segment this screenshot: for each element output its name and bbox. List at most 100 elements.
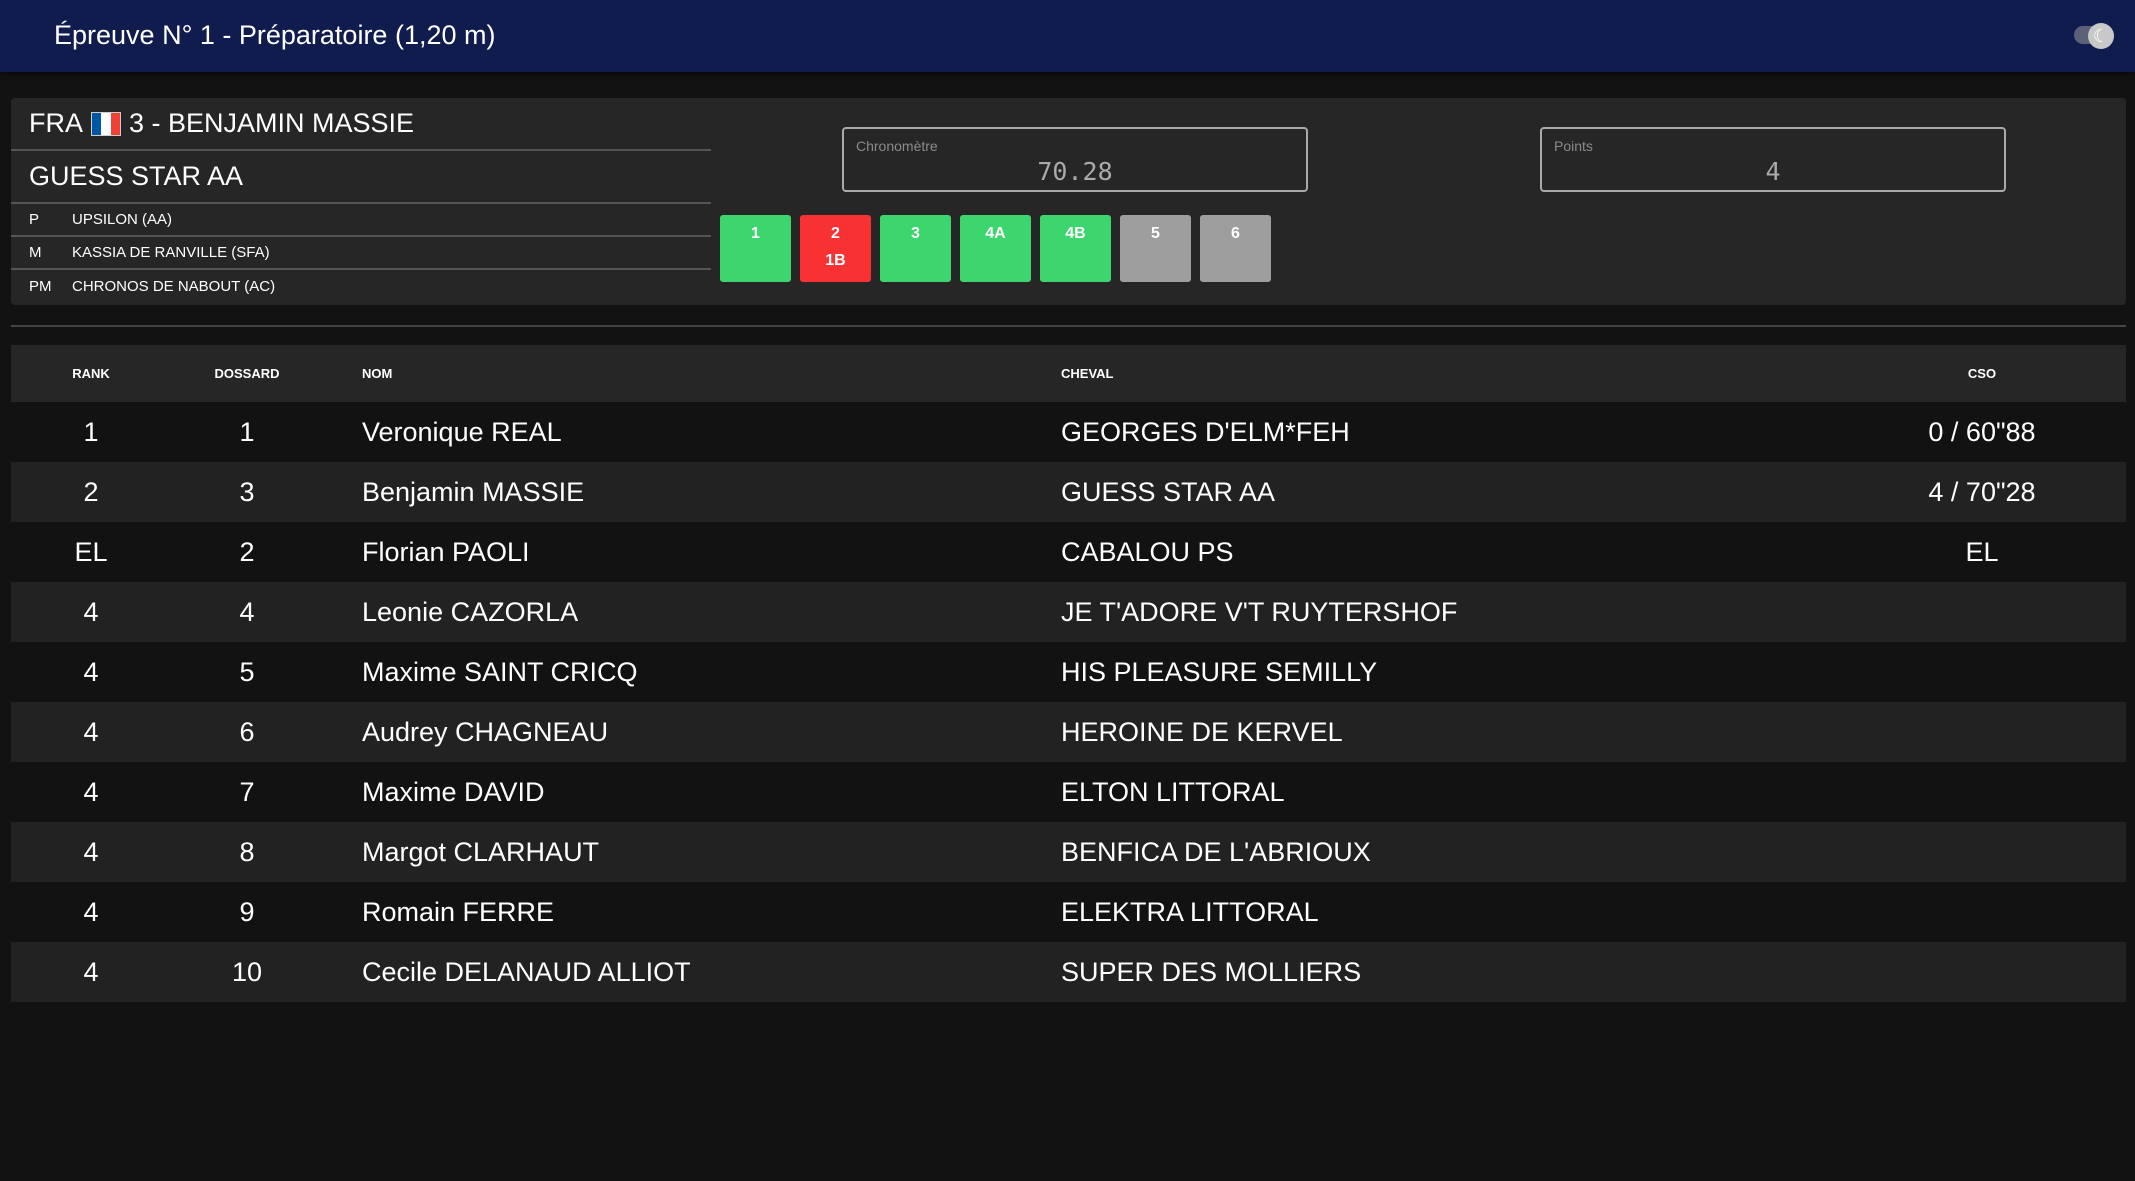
cell-cheval: JE T'ADORE V'T RUYTERSHOF: [1061, 596, 1458, 627]
cell-cheval: ELEKTRA LITTORAL: [1061, 896, 1319, 927]
points-value: 4: [1765, 157, 1781, 186]
cell-rank: 4: [83, 596, 99, 627]
cell-cheval: HIS PLEASURE SEMILLY: [1061, 656, 1378, 687]
chrono-field[interactable]: Chronomètre 70.28: [842, 127, 1308, 192]
horse-row: GUESS STAR AA: [11, 151, 711, 204]
pedigree-value: CHRONOS DE NABOUT (AC): [72, 278, 276, 295]
obstacle-4A[interactable]: 4A: [960, 215, 1031, 282]
table-row[interactable]: 4 8 Margot CLARHAUT BENFICA DE L'ABRIOUX: [11, 822, 2126, 882]
obstacle-6[interactable]: 6: [1200, 215, 1271, 282]
header-cheval[interactable]: CHEVAL: [1061, 366, 1114, 381]
points-label: Points: [1554, 138, 1593, 154]
cell-dossard: 9: [239, 896, 255, 927]
horse-name: GUESS STAR AA: [29, 161, 244, 191]
cell-cso: [1882, 822, 2082, 882]
cell-rank: 2: [83, 476, 99, 507]
header-nom[interactable]: NOM: [362, 366, 393, 381]
cell-cso: [1882, 762, 2082, 822]
cell-dossard: 2: [239, 536, 255, 567]
cell-cheval: GEORGES D'ELM*FEH: [1061, 416, 1350, 447]
chrono-label: Chronomètre: [856, 138, 938, 154]
pedigree-key: M: [29, 244, 42, 261]
rider-name: 3 - BENJAMIN MASSIE: [129, 108, 415, 138]
table-row[interactable]: 4 9 Romain FERRE ELEKTRA LITTORAL: [11, 882, 2126, 942]
obstacle-number: 4A: [985, 225, 1006, 242]
table-row[interactable]: 4 4 Leonie CAZORLA JE T'ADORE V'T RUYTERSHO…: [11, 582, 2126, 642]
obstacle-number: 2: [831, 225, 840, 242]
table-header: RANK DOSSARD NOM CHEVAL CSO: [11, 345, 2126, 402]
pedigree-sire: P UPSILON (AA): [11, 204, 711, 237]
cell-dossard: 6: [239, 716, 255, 747]
obstacle-1[interactable]: 1: [720, 215, 791, 282]
pedigree-key: PM: [29, 278, 52, 295]
obstacle-number: 4B: [1065, 225, 1086, 242]
table-row[interactable]: 4 10 Cecile DELANAUD ALLIOT SUPER DES MOLLI…: [11, 942, 2126, 1002]
pedigree-value: KASSIA DE RANVILLE (SFA): [72, 244, 270, 261]
current-rider-card: FRA 3 - BENJAMIN MASSIE GUESS STAR AA P U…: [11, 98, 2126, 305]
cell-dossard: 10: [231, 956, 263, 987]
cell-cso: [1882, 942, 2082, 1002]
cell-rank: 4: [83, 956, 99, 987]
pedigree-value: UPSILON (AA): [72, 211, 173, 228]
cell-cheval: SUPER DES MOLLIERS: [1061, 956, 1362, 987]
cell-nom: Audrey CHAGNEAU: [362, 716, 609, 747]
cell-rank: 1: [83, 416, 99, 447]
cell-cheval: CABALOU PS: [1061, 536, 1234, 567]
nation-code: FRA: [29, 108, 83, 138]
cell-cso: 0 / 60"88: [1928, 416, 2036, 447]
cell-rank: EL: [74, 536, 108, 567]
cell-cso: EL: [1965, 536, 1999, 567]
cell-nom: Veronique REAL: [362, 416, 562, 447]
header-dossard[interactable]: DOSSARD: [214, 366, 280, 381]
cell-cheval: GUESS STAR AA: [1061, 476, 1276, 507]
obstacle-5[interactable]: 5: [1120, 215, 1191, 282]
table-row[interactable]: 4 5 Maxime SAINT CRICQ HIS PLEASURE SEMILLY: [11, 642, 2126, 702]
cell-dossard: 3: [239, 476, 255, 507]
cell-nom: Maxime DAVID: [362, 776, 545, 807]
header-rank[interactable]: RANK: [72, 366, 110, 381]
table-row[interactable]: 4 6 Audrey CHAGNEAU HEROINE DE KERVEL: [11, 702, 2126, 762]
pedigree-dam-sire: PM CHRONOS DE NABOUT (AC): [11, 270, 711, 303]
pedigree-key: P: [29, 211, 40, 228]
table-row[interactable]: 1 1 Veronique REAL GEORGES D'ELM*FEH 0 / 60"…: [11, 402, 2126, 462]
cell-dossard: 4: [239, 596, 255, 627]
cell-cheval: ELTON LITTORAL: [1061, 776, 1285, 807]
cell-rank: 4: [83, 896, 99, 927]
obstacle-2[interactable]: 2 1B: [800, 215, 871, 282]
cell-cso: [1882, 642, 2082, 702]
cell-cso: 4 / 70"28: [1928, 476, 2036, 507]
rider-info: FRA 3 - BENJAMIN MASSIE GUESS STAR AA P U…: [11, 98, 711, 303]
cell-rank: 4: [83, 836, 99, 867]
chrono-value: 70.28: [1037, 157, 1113, 186]
france-flag-icon: [91, 111, 121, 136]
cell-nom: Maxime SAINT CRICQ: [362, 656, 638, 687]
obstacle-4B[interactable]: 4B: [1040, 215, 1111, 282]
app-header: Épreuve N° 1 - Préparatoire (1,20 m): [0, 0, 2135, 72]
cell-cso: [1882, 882, 2082, 942]
cell-nom: Benjamin MASSIE: [362, 476, 585, 507]
obstacle-fault: 1B: [825, 252, 846, 270]
cell-nom: Leonie CAZORLA: [362, 596, 579, 627]
table-row[interactable]: EL 2 Florian PAOLI CABALOU PS EL: [11, 522, 2126, 582]
cell-cheval: HEROINE DE KERVEL: [1061, 716, 1343, 747]
cell-dossard: 7: [239, 776, 255, 807]
cell-cheval: BENFICA DE L'ABRIOUX: [1061, 836, 1371, 867]
cell-dossard: 8: [239, 836, 255, 867]
obstacle-3[interactable]: 3: [880, 215, 951, 282]
header-cso[interactable]: CSO: [1967, 366, 1997, 381]
obstacle-number: 3: [911, 225, 920, 242]
cell-cso: [1882, 702, 2082, 762]
points-field[interactable]: Points 4: [1540, 127, 2006, 192]
cell-nom: Cecile DELANAUD ALLIOT: [362, 956, 691, 987]
pedigree-dam: M KASSIA DE RANVILLE (SFA): [11, 237, 711, 270]
obstacle-number: 5: [1151, 225, 1160, 242]
obstacle-number: 6: [1231, 225, 1240, 242]
page-title: Épreuve N° 1 - Préparatoire (1,20 m): [54, 20, 496, 50]
moon-icon[interactable]: ☾: [2088, 23, 2114, 49]
cell-rank: 4: [83, 716, 99, 747]
cell-dossard: 1: [239, 416, 255, 447]
cell-nom: Margot CLARHAUT: [362, 836, 600, 867]
table-row[interactable]: 2 3 Benjamin MASSIE GUESS STAR AA 4 / 70"28: [11, 462, 2126, 522]
cell-cso: [1882, 582, 2082, 642]
table-row[interactable]: 4 7 Maxime DAVID ELTON LITTORAL: [11, 762, 2126, 822]
